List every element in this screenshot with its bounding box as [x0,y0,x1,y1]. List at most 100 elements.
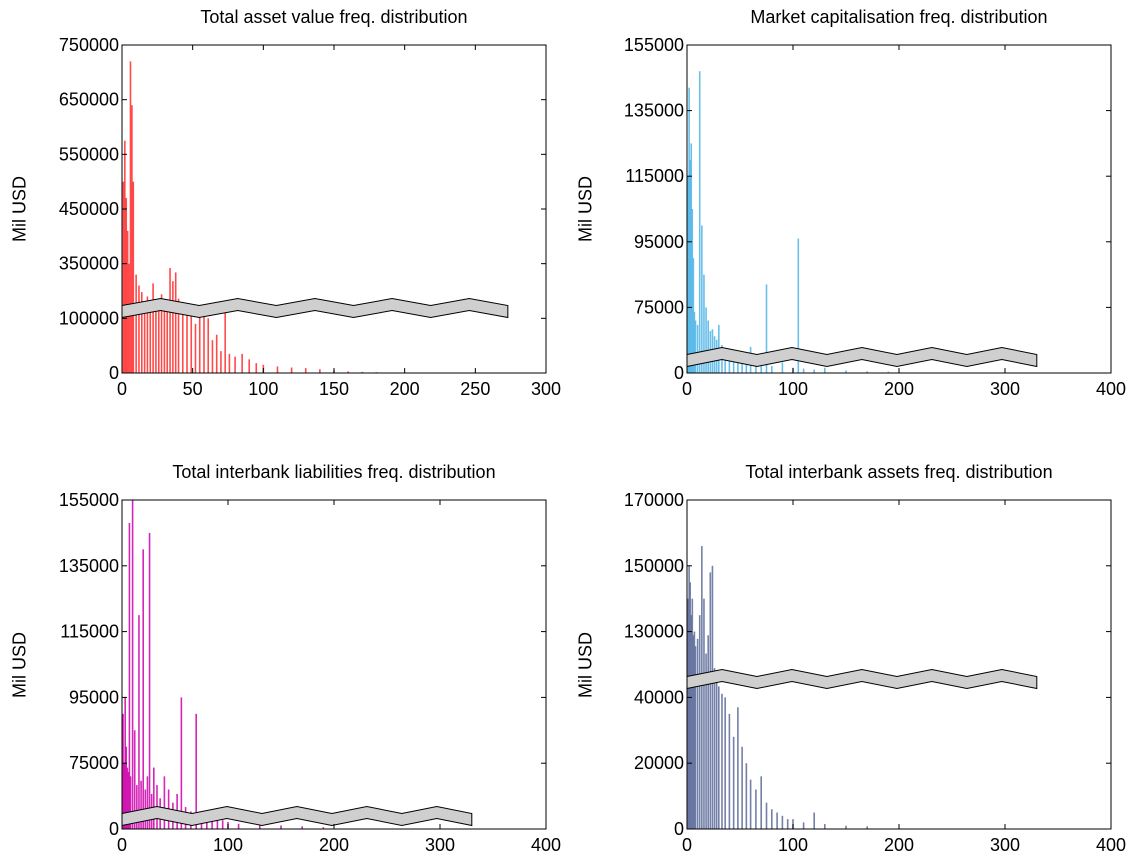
bar [146,296,149,373]
bar [701,225,703,373]
x-tick-label: 50 [183,379,203,399]
y-tick-label: 650000 [59,90,119,110]
y-tick-label: 155000 [624,35,684,55]
bar [146,776,149,829]
bar [845,370,847,373]
bar [125,198,128,373]
bar [198,307,201,373]
bar [786,819,789,829]
y-tick-label: 450000 [59,199,119,219]
bar [687,176,689,373]
bar [696,324,699,373]
y-tick-label: 150000 [624,556,684,576]
bar [131,105,133,373]
bar [140,292,143,373]
bar [241,353,243,373]
chart-title: Total interbank liabilities freq. distri… [172,462,496,482]
bar [174,272,177,373]
bar [692,258,695,373]
bar [195,713,197,829]
bar [737,707,739,829]
y-axis-label: Mil USD [575,631,596,698]
bar [129,776,132,829]
bar [126,767,129,829]
bar [824,367,826,373]
x-tick-label: 200 [884,379,914,399]
bar [732,353,735,373]
bar [140,780,142,829]
bar [824,824,826,829]
bar [755,364,757,373]
bar [693,631,696,829]
bar [166,309,169,373]
bar [132,181,135,373]
x-tick-label: 0 [682,379,692,399]
bar [280,825,282,829]
y-tick-label: 40000 [634,687,684,707]
y-tick-label: 95000 [69,687,119,707]
bar [172,281,174,373]
bar [887,371,890,373]
bar [131,500,134,829]
bar [133,730,136,829]
chart-title: Total interbank assets freq. distributio… [745,462,1053,482]
bar [724,348,726,373]
axes-frame [686,44,1112,374]
bar [215,334,218,373]
bar [301,826,303,829]
y-tick-label: 155000 [59,490,119,510]
x-tick-label: 250 [460,379,490,399]
x-tick-label: 200 [390,379,420,399]
bar [152,283,154,373]
bar [741,359,743,373]
bar [138,285,140,373]
bar [813,369,815,373]
bar [701,546,703,829]
bar [135,274,137,373]
bar [691,598,694,829]
bar [157,307,160,373]
bar [290,367,293,373]
bar [711,565,714,829]
chart-1: 0 50 100 150 200 250 300 0 100000 350000 450000 550… [59,35,561,399]
bar [149,307,152,373]
x-tick-label: 200 [319,835,349,855]
bar [155,311,157,373]
x-tick-label: 300 [990,835,1020,855]
bar [797,238,800,373]
y-tick-label: 550000 [59,144,119,164]
bar [705,307,707,373]
bar [248,359,250,373]
bar [224,308,226,373]
bar [802,368,805,373]
bar [228,353,231,373]
bar [689,159,691,373]
y-tick-label: 750000 [59,35,119,55]
bar [732,736,735,829]
bar [322,827,325,829]
bar [765,802,768,829]
y-tick-label: 115000 [60,622,119,642]
bar [760,776,762,829]
bar [203,313,205,373]
x-tick-label: 0 [117,379,127,399]
bar [745,763,748,829]
bar [760,365,762,373]
y-tick-label: 170000 [624,490,684,510]
y-axis-label: Mil USD [9,631,30,698]
bar [703,598,705,829]
bar [128,523,131,829]
x-tick-label: 300 [531,379,561,399]
bar [802,822,805,829]
x-tick-label: 150 [319,379,349,399]
bar [781,815,784,829]
x-tick-label: 0 [117,835,127,855]
bar [148,532,151,829]
bar [122,713,124,829]
bar [703,274,705,373]
bar [741,746,743,829]
chart-2: 0 100 200 300 400 0 75000 95000 115000 135000 1550… [624,35,1126,399]
y-tick-label: 0 [109,363,119,383]
axis-break-marker [686,668,1038,690]
bar [220,351,222,373]
